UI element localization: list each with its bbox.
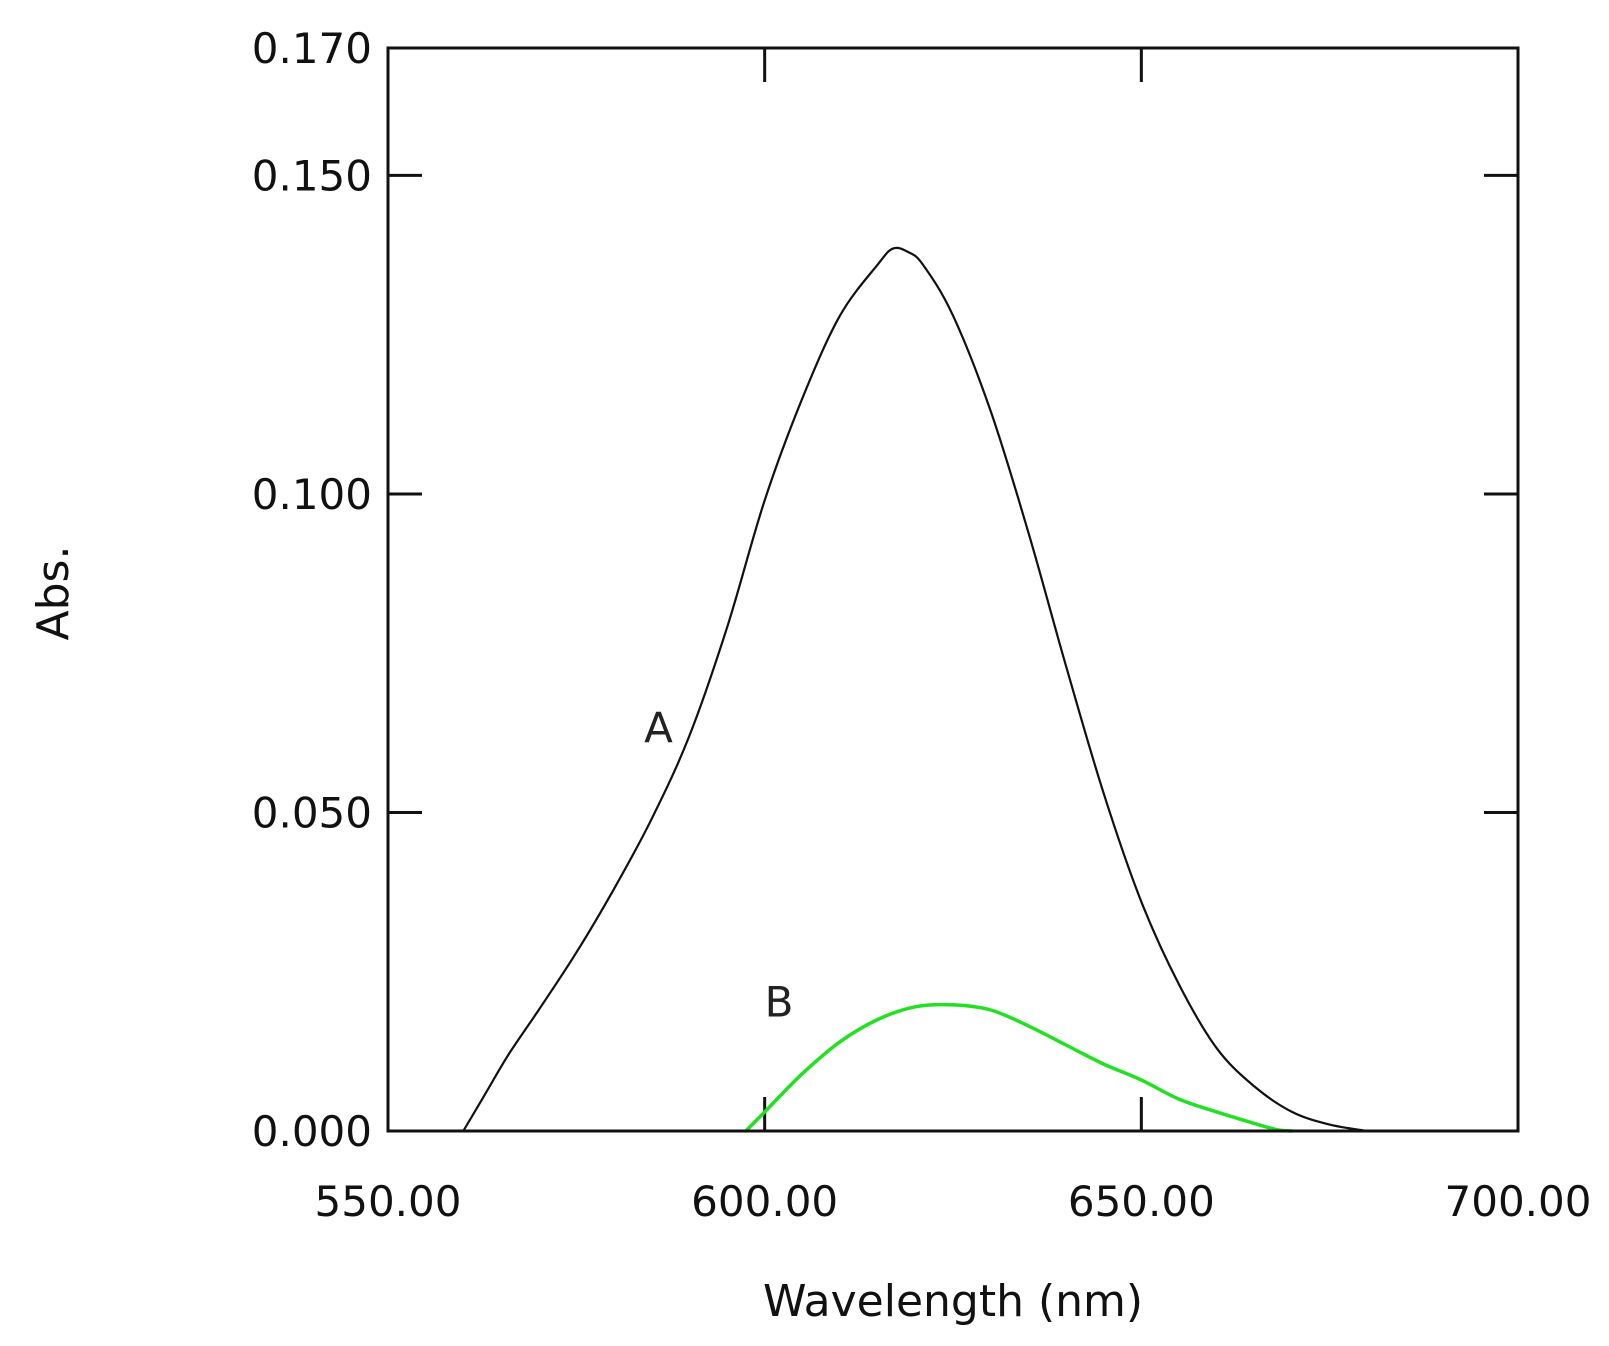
x-axis-title: Wavelength (nm) [763, 1276, 1143, 1327]
curve-labels: AB [644, 703, 793, 1026]
y-axis-title: Abs. [28, 546, 79, 641]
curve-label-b: B [765, 977, 794, 1026]
plot-frame [386, 46, 1520, 1133]
y-tick-label: 0.050 [252, 788, 372, 837]
curves [462, 246, 1369, 1133]
series-line-b [744, 1002, 1294, 1133]
tick-labels: 550.00 600.00 650.00 700.00 0.000 0.050 0.100 0… [252, 24, 1592, 1226]
y-tick-label: 0.170 [252, 24, 372, 73]
x-tick-label: 600.00 [691, 1177, 838, 1226]
series-line-a [462, 246, 1369, 1133]
y-tick-label: 0.000 [252, 1107, 372, 1156]
y-tick-label: 0.100 [252, 470, 372, 519]
x-tick-label: 700.00 [1445, 1177, 1592, 1226]
x-tick-label: 550.00 [315, 1177, 462, 1226]
y-tick-label: 0.150 [252, 151, 372, 200]
x-tick-label: 650.00 [1068, 1177, 1215, 1226]
axis-ticks [388, 48, 1518, 1131]
curve-label-a: A [644, 703, 673, 752]
